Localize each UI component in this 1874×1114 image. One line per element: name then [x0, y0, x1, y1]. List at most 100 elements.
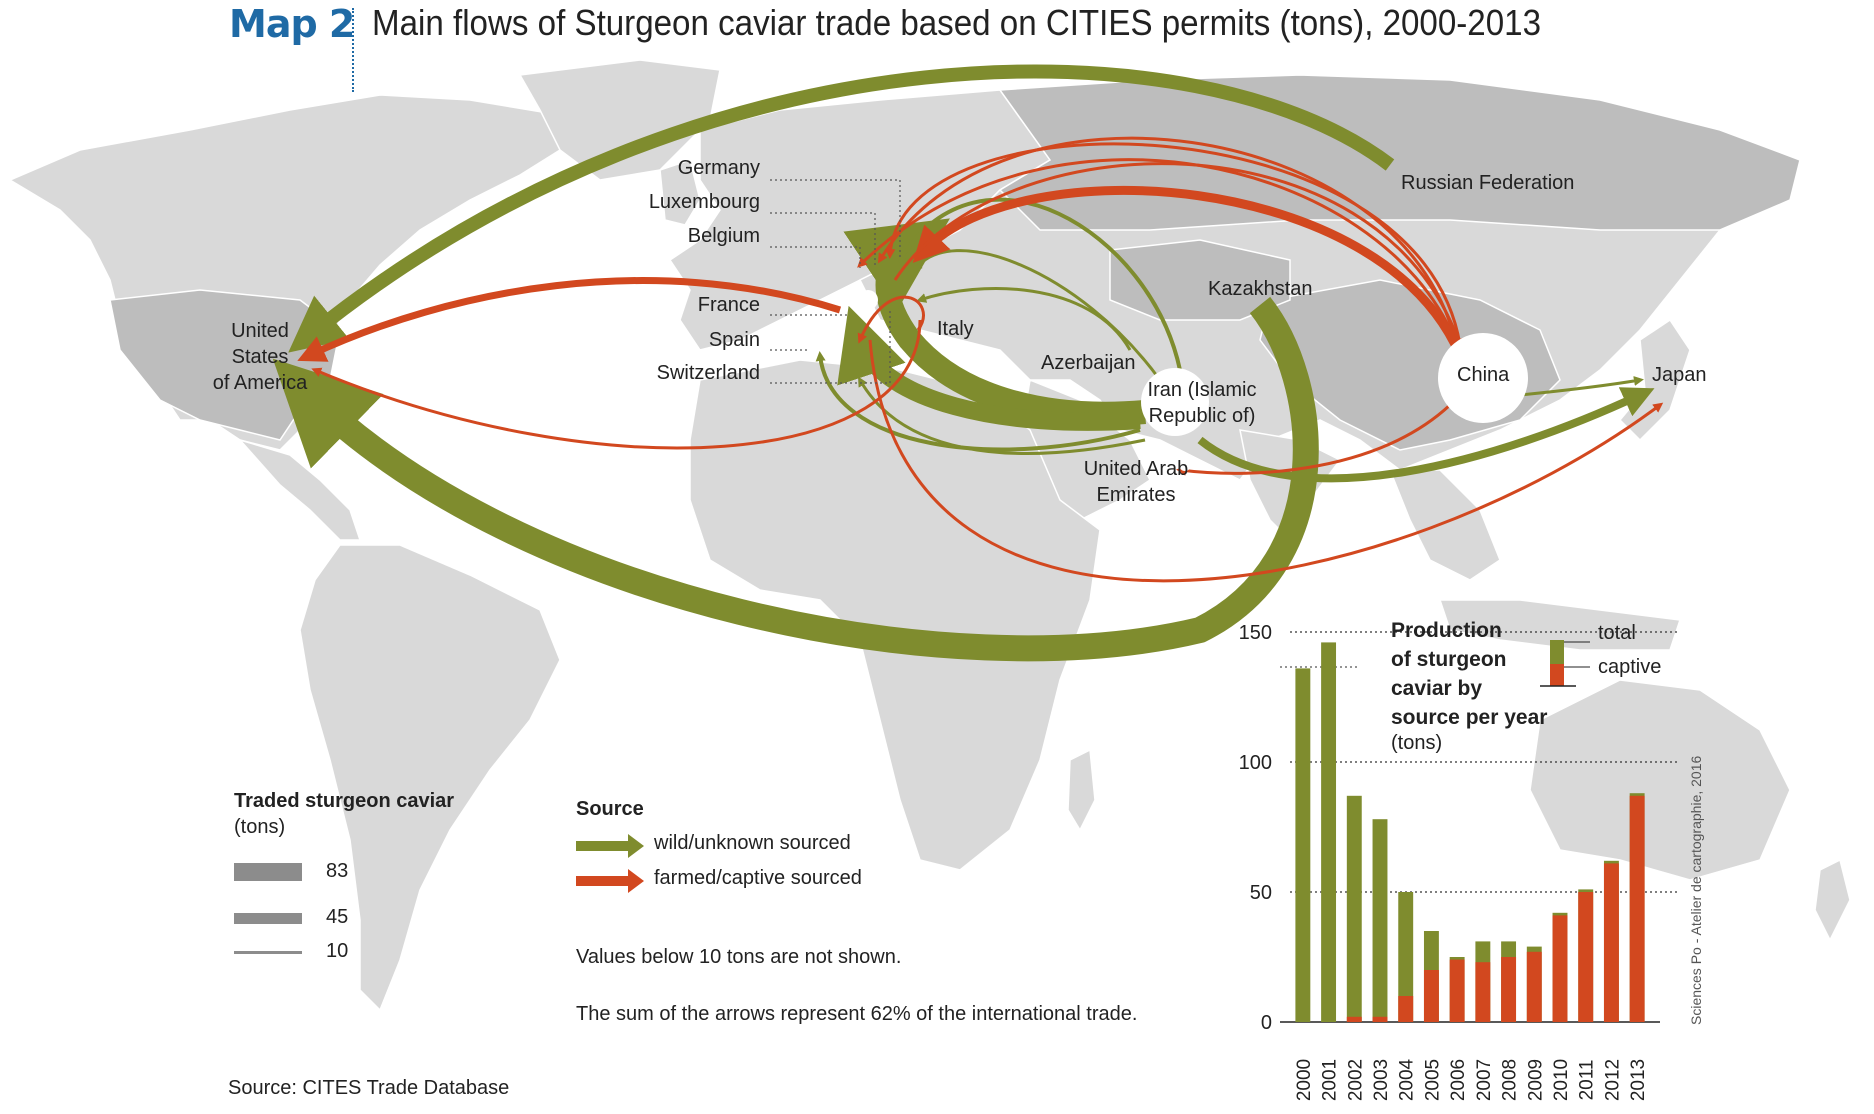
x-tick-label-2011: 2011: [1577, 1060, 1598, 1101]
wild-arrow-icon: [576, 834, 644, 858]
flow-china-europe-3: [885, 142, 1462, 346]
y-tick-label: 100: [1239, 752, 1272, 774]
x-tick-label-2009: 2009: [1525, 1059, 1546, 1101]
leader-lines: [770, 179, 1360, 668]
flow-azerbaijan-europe: [916, 287, 1132, 351]
flow-russia-usa: [288, 64, 1395, 353]
page-title: Main flows of Sturgeon caviar trade base…: [372, 2, 1541, 43]
uae-node: [1179, 459, 1191, 471]
wild-legend-label: wild/unknown sourced: [654, 832, 851, 854]
size-legend-unit: (tons): [234, 816, 286, 838]
iran-node: [1141, 368, 1209, 436]
flow-iran-switzerland: [858, 376, 1146, 455]
bar-total-2001: [1321, 642, 1337, 1022]
madagascar: [1067, 748, 1096, 832]
bar-captive-2004: [1398, 996, 1414, 1022]
flow-italy-usa: [311, 319, 922, 450]
label-iran: Iran (Islamic Republic of): [1124, 377, 1280, 429]
label-uae: United Arab Emirates: [1056, 456, 1216, 508]
label-iran-line2: Republic of): [1148, 405, 1256, 427]
chart-title-line1: Production: [1391, 619, 1502, 642]
label-spain: Spain: [708, 329, 760, 351]
label-france: France: [697, 294, 760, 316]
flow-italy-france: [857, 295, 925, 344]
chart-title: Production of sturgeon caviar by source …: [1391, 616, 1547, 732]
bar-total-2000: [1295, 668, 1311, 1022]
label-usa-line3: of America: [212, 372, 308, 394]
bar-total-2002: [1346, 795, 1362, 1022]
bar-total-2004: [1398, 892, 1414, 1022]
label-usa-line2: States: [231, 346, 289, 368]
farmed-arrow-icon: [576, 869, 644, 893]
chart-legend-total-label: total: [1598, 622, 1636, 644]
flow-china-japan: [1519, 376, 1644, 397]
size-legend-bar-10: [234, 951, 302, 954]
y-tick-label: 50: [1250, 882, 1272, 904]
australia: [1529, 679, 1791, 881]
label-azerbaijan: Azerbaijan: [1041, 352, 1136, 374]
farmed-legend-label: farmed/captive sourced: [654, 867, 862, 889]
bar-captive-2007: [1475, 962, 1491, 1022]
flow-europe-china: [893, 162, 1463, 349]
label-iran-line1: Iran (Islamic: [1147, 379, 1257, 401]
x-tick-label-2001: 2001: [1320, 1059, 1341, 1101]
flow-kazakhstan-usa: [272, 296, 1319, 662]
chart-legend-total-swatch: [1550, 640, 1564, 664]
chart-bars: [1295, 642, 1645, 1022]
chart-grid: [1280, 631, 1680, 1023]
size-legend-bar-83: [234, 863, 302, 881]
source-legend-title: Source: [576, 798, 644, 820]
x-tick-label-2008: 2008: [1500, 1059, 1521, 1101]
y-tick-label: 0: [1261, 1012, 1272, 1034]
russia-shape: [998, 74, 1801, 231]
flow-iran-germany: [897, 197, 1182, 371]
wild-flows: [272, 64, 1655, 662]
x-tick-label-2013: 2013: [1628, 1059, 1649, 1101]
x-tick-label-2007: 2007: [1474, 1059, 1495, 1101]
bar-captive-2011: [1578, 892, 1594, 1022]
x-tick-label-2006: 2006: [1448, 1059, 1469, 1101]
x-tick-label-2002: 2002: [1345, 1059, 1366, 1101]
label-usa-line1: United: [231, 320, 289, 342]
chart-y-ticks: 0 50 100 150: [1239, 622, 1272, 1034]
bar-captive-2013: [1629, 795, 1645, 1022]
southeast-asia: [1388, 469, 1501, 581]
label-uae-line2: Emirates: [1096, 484, 1176, 506]
chart-legend-captive-swatch: [1550, 664, 1564, 686]
size-legend-value-83: 83: [326, 860, 349, 882]
size-legend-title: Traded sturgeon caviar: [234, 790, 455, 812]
label-germany: Germany: [677, 157, 760, 179]
chart-unit: (tons): [1391, 732, 1443, 754]
bar-total-2003: [1372, 819, 1388, 1022]
size-legend-value-45: 45: [326, 906, 349, 928]
flow-iran-japan: [1197, 387, 1655, 483]
central-america: [237, 438, 362, 541]
x-tick-label-2003: 2003: [1371, 1059, 1392, 1101]
label-china: China: [1457, 364, 1510, 386]
label-russia: Russian Federation: [1401, 172, 1575, 194]
uk: [659, 159, 701, 226]
leader-germany: [770, 179, 901, 260]
bar-captive-2010: [1552, 915, 1568, 1022]
bar-captive-2008: [1501, 957, 1517, 1022]
south-america: [299, 544, 561, 1012]
leader-belgium: [770, 246, 861, 268]
source-note: Source: CITES Trade Database: [228, 1077, 510, 1099]
bar-captive-2009: [1526, 951, 1542, 1022]
flow-europe-japan: [868, 339, 1664, 583]
indonesia: [1438, 599, 1682, 651]
label-italy: Italy: [937, 318, 974, 340]
bar-captive-2005: [1423, 970, 1439, 1022]
bar-captive-2003: [1372, 1016, 1388, 1022]
x-tick-label-2005: 2005: [1422, 1059, 1443, 1101]
label-usa: United States of America: [180, 318, 340, 396]
label-japan: Japan: [1652, 364, 1707, 386]
bar-captive-2002: [1346, 1016, 1362, 1022]
chart-x-ticks: 2000 2001 2002 2003 2004 2005 2006 2007 2008 2009…: [1294, 1058, 1649, 1101]
chart-title-line2: of sturgeon: [1391, 648, 1507, 671]
china-node: [1438, 333, 1528, 423]
chart-legend-swatch: [1540, 640, 1590, 687]
europe-hub-node: [858, 290, 878, 310]
